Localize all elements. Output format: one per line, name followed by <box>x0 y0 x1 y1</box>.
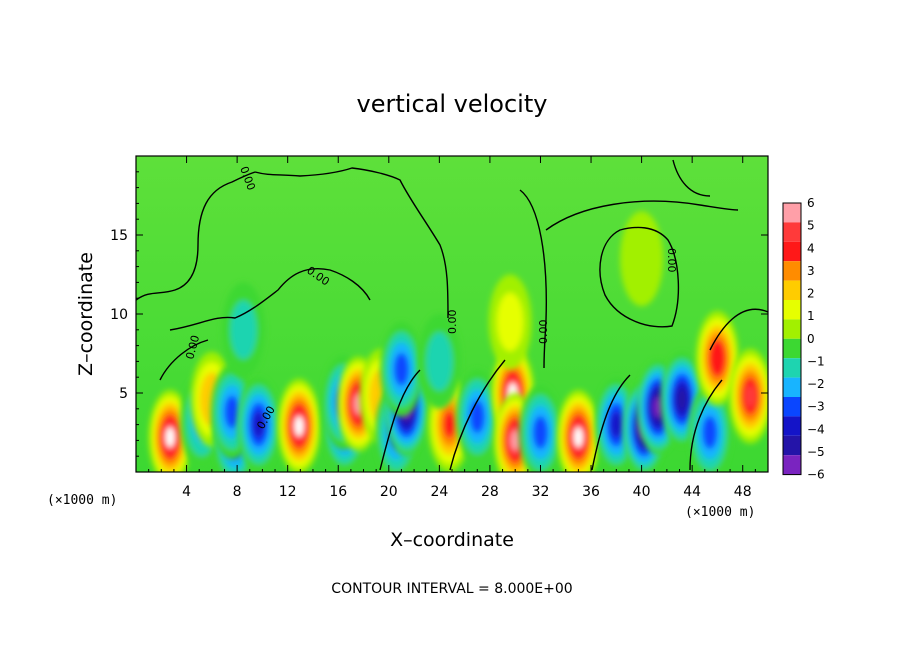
zero-contours <box>136 159 768 471</box>
colorbar-swatch <box>783 377 801 397</box>
colorbar-swatch <box>783 435 801 456</box>
x-tick-label: 40 <box>633 484 651 500</box>
colorbar-label: 3 <box>807 264 815 278</box>
y-axis-unit-label: (×1000 m) <box>685 505 755 520</box>
zero-contour-line <box>379 369 421 471</box>
zero-contour-line <box>159 339 209 381</box>
colorbar-swatch <box>783 222 801 242</box>
x-tick-label: 16 <box>329 484 347 500</box>
zero-contour-line <box>672 159 711 197</box>
y-axis-ticks: 5 10 15 <box>110 171 768 457</box>
colorbar-label: 5 <box>807 219 815 233</box>
x-tick-label: 44 <box>683 484 701 500</box>
zero-contour-line <box>709 308 768 351</box>
velocity-cell <box>277 378 321 472</box>
x-tick-label: 48 <box>734 484 752 500</box>
y-tick-label: 15 <box>110 228 128 244</box>
y-tick-label: 5 <box>119 386 128 402</box>
contour-label: 0.00 <box>183 334 202 361</box>
x-axis-ticks: 4 8 12 16 20 24 28 32 36 40 44 48 <box>148 156 756 500</box>
colorbar-label: 6 <box>807 196 815 210</box>
zero-contour-line <box>591 374 631 471</box>
zero-contour-line <box>689 379 723 471</box>
y-tick-label: 10 <box>110 307 128 323</box>
velocity-cell <box>728 348 768 444</box>
velocity-cell <box>488 274 532 370</box>
colorbar-swatch <box>783 358 801 378</box>
zero-contour-line <box>136 171 256 301</box>
colorbar-swatch <box>783 319 801 339</box>
velocity-cell <box>417 314 461 409</box>
x-tick-label: 24 <box>430 484 448 500</box>
contour-label: 0.00 <box>537 320 550 345</box>
velocity-cell <box>379 321 423 417</box>
velocity-cell <box>148 389 192 472</box>
velocity-cell <box>518 385 562 472</box>
colorbar-swatch <box>783 397 801 417</box>
chart-title: vertical velocity <box>357 90 548 118</box>
velocity-cell <box>556 389 600 472</box>
y-axis-label: Z–coordinate <box>75 252 97 376</box>
colorbar-label: −5 <box>807 445 825 459</box>
zero-contour-line <box>449 359 506 471</box>
colorbar-swatch <box>783 203 801 223</box>
contour-interval-note: CONTOUR INTERVAL = 8.000E+00 <box>331 581 572 597</box>
x-axis-unit-label: (×1000 m) <box>47 493 117 508</box>
colorbar-label: −4 <box>807 422 825 436</box>
velocity-cell <box>455 369 499 465</box>
contour-label: 0.00 <box>446 310 459 335</box>
colorbar-frame <box>782 202 802 476</box>
colorbar-label: 0 <box>807 332 815 346</box>
colorbar-label: 2 <box>807 287 815 301</box>
x-axis-label: X–coordinate <box>390 529 514 551</box>
colorbar-swatch <box>783 280 801 300</box>
colorbar-swatch <box>783 416 801 436</box>
plot-area: 0.00 0.00 0.00 0.00 0.00 0.00 0.00 <box>135 155 769 473</box>
colorbar-swatch <box>783 300 801 320</box>
colorbar-swatch <box>783 455 801 475</box>
x-tick-label: 12 <box>279 484 297 500</box>
colorbar-swatch <box>783 261 801 281</box>
colorbar-label: 1 <box>807 309 815 323</box>
velocity-cell <box>237 377 281 472</box>
colorbar-label: −2 <box>807 377 825 391</box>
zero-contour-line <box>519 189 547 369</box>
colorbar-label: −3 <box>807 400 825 414</box>
colorbar-label: −1 <box>807 354 825 368</box>
x-tick-label: 20 <box>380 484 398 500</box>
zero-contour-line <box>545 200 739 231</box>
x-tick-label: 4 <box>182 484 191 500</box>
zero-contour-line <box>599 226 680 328</box>
contour-label: 0.00 <box>665 248 678 273</box>
x-tick-label: 28 <box>481 484 499 500</box>
colorbar-swatch <box>783 241 801 262</box>
zero-contour-line <box>169 268 371 331</box>
velocity-cell <box>620 211 664 307</box>
colorbar-swatch <box>783 338 801 359</box>
x-tick-label: 36 <box>582 484 600 500</box>
x-tick-label: 8 <box>233 484 242 500</box>
colorbar-label: −6 <box>807 468 825 482</box>
velocity-field <box>148 211 768 472</box>
zero-contour-line <box>254 167 449 319</box>
colorbar-label: 4 <box>807 241 815 255</box>
velocity-cell <box>221 282 265 378</box>
velocity-cell <box>695 310 739 406</box>
colorbar: 6 5 4 3 2 1 0 −1 −2 −3 −4 −5 −6 <box>782 196 825 482</box>
x-tick-label: 32 <box>532 484 550 500</box>
